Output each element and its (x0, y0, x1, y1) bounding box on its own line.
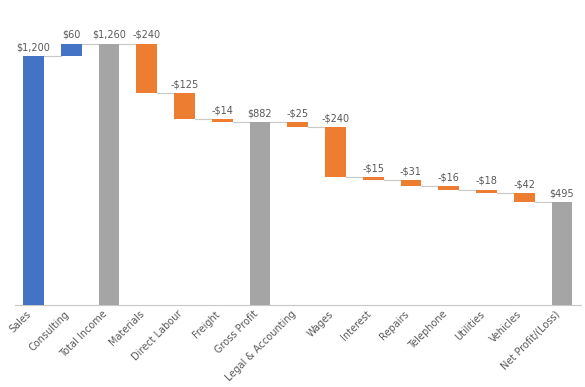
Text: $882: $882 (247, 108, 272, 118)
Bar (325, 127, 346, 177)
Bar (23, 56, 44, 305)
Text: -$240: -$240 (133, 30, 161, 40)
Bar (438, 186, 459, 190)
Text: $60: $60 (62, 30, 80, 40)
Bar (174, 93, 195, 119)
Bar (212, 119, 233, 122)
Text: -$18: -$18 (476, 176, 497, 186)
Text: -$240: -$240 (321, 113, 349, 123)
Bar (287, 122, 308, 127)
Bar (136, 43, 157, 93)
Text: -$16: -$16 (438, 173, 460, 183)
Bar (98, 43, 119, 305)
Text: -$125: -$125 (170, 80, 198, 89)
Text: $1,200: $1,200 (16, 42, 50, 52)
Bar (552, 202, 572, 305)
Bar (514, 194, 535, 202)
Text: $1,260: $1,260 (92, 30, 126, 40)
Text: -$31: -$31 (400, 166, 422, 176)
Bar (61, 43, 81, 56)
Text: -$25: -$25 (287, 108, 309, 118)
Text: -$15: -$15 (362, 163, 384, 173)
Text: -$42: -$42 (513, 180, 535, 190)
Text: -$14: -$14 (211, 105, 233, 115)
Text: $495: $495 (550, 188, 574, 198)
Bar (476, 190, 497, 194)
Bar (363, 177, 384, 180)
Bar (250, 122, 270, 305)
Bar (401, 180, 421, 186)
